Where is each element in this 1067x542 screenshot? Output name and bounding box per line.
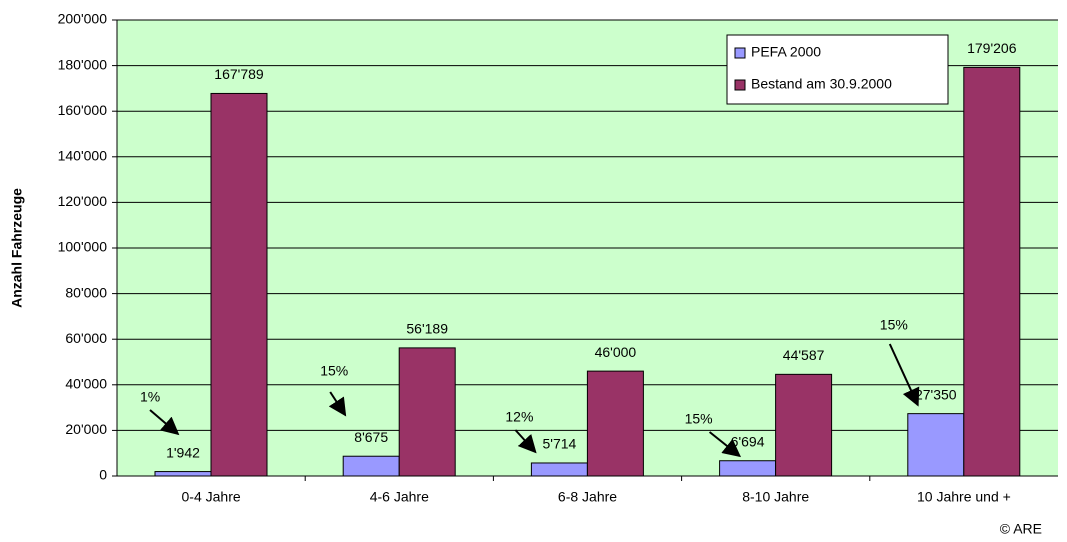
annotation-arrow xyxy=(514,429,537,454)
annotation: 15% xyxy=(320,363,348,379)
bar xyxy=(530,462,588,477)
value-label: 5'714 xyxy=(542,436,576,452)
annotation-arrow xyxy=(888,343,920,407)
x-tick-label: 0-4 Jahre xyxy=(182,489,241,505)
bar xyxy=(398,347,456,477)
bar xyxy=(963,66,1021,477)
y-tick-label: 40'000 xyxy=(65,376,107,392)
y-tick-label: 20'000 xyxy=(65,421,107,437)
legend-swatch xyxy=(734,47,746,59)
x-tick-label: 8-10 Jahre xyxy=(742,489,809,505)
legend-label: PEFA 2000 xyxy=(751,44,821,60)
x-tick-label: 4-6 Jahre xyxy=(370,489,429,505)
credit: © ARE xyxy=(1000,521,1042,537)
y-tick-label: 140'000 xyxy=(58,148,108,164)
value-label: 27'350 xyxy=(915,386,957,402)
y-tick-label: 0 xyxy=(99,467,107,483)
y-tick-label: 160'000 xyxy=(58,102,108,118)
y-tick-label: 80'000 xyxy=(65,284,107,300)
x-tick-label: 6-8 Jahre xyxy=(558,489,617,505)
annotation: 1% xyxy=(140,389,160,405)
y-tick-label: 60'000 xyxy=(65,330,107,346)
annotation: 12% xyxy=(505,409,533,425)
y-tick-label: 200'000 xyxy=(58,11,108,27)
bar xyxy=(775,373,833,477)
value-label: 44'587 xyxy=(783,347,825,363)
y-tick-label: 180'000 xyxy=(58,56,108,72)
bar xyxy=(907,413,965,477)
x-tick-label: 10 Jahre und + xyxy=(917,489,1011,505)
legend-box xyxy=(726,34,949,105)
bar xyxy=(719,460,777,477)
annotation: 15% xyxy=(880,317,908,333)
value-label: 46'000 xyxy=(595,344,637,360)
y-tick-label: 100'000 xyxy=(58,239,108,255)
y-tick-label: 120'000 xyxy=(58,193,108,209)
bar xyxy=(586,370,644,477)
annotation-arrow xyxy=(708,431,742,458)
legend-swatch xyxy=(734,79,746,91)
bar xyxy=(210,92,268,477)
value-label: 167'789 xyxy=(214,66,264,82)
value-label: 179'206 xyxy=(967,40,1017,56)
value-label: 6'694 xyxy=(731,433,765,449)
bar xyxy=(154,471,212,477)
y-axis-title: Anzahl Fahrzeuge xyxy=(9,188,25,308)
value-label: 1'942 xyxy=(166,444,200,460)
annotation-arrow xyxy=(328,391,347,417)
annotation-arrow xyxy=(149,409,180,436)
annotation: 15% xyxy=(685,411,713,427)
bar xyxy=(342,455,400,477)
legend-label: Bestand am 30.9.2000 xyxy=(751,76,892,92)
value-label: 8'675 xyxy=(354,429,388,445)
value-label: 56'189 xyxy=(406,321,448,337)
